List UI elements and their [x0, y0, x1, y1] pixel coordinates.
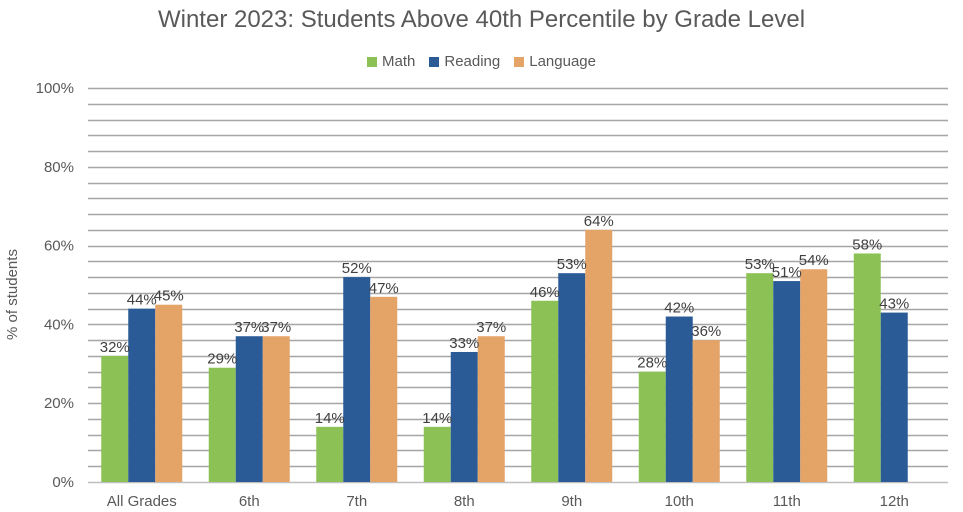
bar-language-0 — [155, 304, 183, 482]
data-label-math-5: 28% — [637, 355, 667, 372]
x-tick-label: 11th — [773, 493, 801, 510]
data-label-reading-6: 51% — [772, 264, 802, 281]
bar-reading-7 — [880, 312, 908, 482]
bar-reading-6 — [773, 281, 801, 482]
y-tick-label: 0% — [52, 474, 74, 491]
bars — [101, 229, 908, 482]
bar-reading-4 — [558, 273, 586, 482]
legend-item-language: Language — [514, 53, 596, 70]
data-label-language-3: 37% — [476, 319, 506, 336]
bar-math-4 — [531, 300, 559, 482]
bar-reading-3 — [450, 351, 478, 482]
bar-language-2 — [370, 296, 398, 482]
legend: Math Reading Language — [0, 53, 963, 70]
data-label-math-2: 14% — [315, 410, 345, 427]
data-label-language-2: 47% — [369, 280, 399, 297]
x-tick-label: 8th — [454, 493, 475, 510]
bar-reading-5 — [665, 316, 693, 482]
x-tick-label: 7th — [346, 493, 367, 510]
legend-label-language: Language — [529, 53, 596, 70]
data-label-language-4: 64% — [584, 213, 614, 230]
data-label-reading-1: 37% — [234, 319, 264, 336]
bar-language-1 — [262, 336, 290, 482]
bar-math-6 — [746, 273, 774, 482]
legend-swatch-reading — [429, 56, 440, 67]
y-tick-label: 20% — [44, 395, 74, 412]
data-label-reading-0: 44% — [127, 292, 157, 309]
y-tick-label: 60% — [44, 238, 74, 255]
data-label-reading-3: 33% — [449, 335, 479, 352]
legend-item-reading: Reading — [429, 53, 500, 70]
data-label-math-7: 58% — [852, 236, 882, 253]
data-label-math-3: 14% — [422, 410, 452, 427]
data-label-language-1: 37% — [261, 319, 291, 336]
data-label-reading-7: 43% — [879, 296, 909, 313]
data-labels: 32%44%45%All Grades29%37%37%6th14%52%47%… — [100, 213, 910, 510]
legend-label-math: Math — [382, 53, 416, 70]
x-tick-label: All Grades — [107, 493, 177, 510]
bar-math-7 — [853, 253, 881, 482]
data-label-math-0: 32% — [100, 339, 130, 356]
data-label-math-4: 46% — [530, 284, 560, 301]
data-label-language-5: 36% — [691, 323, 721, 340]
data-label-math-1: 29% — [207, 351, 237, 368]
bar-math-3 — [423, 426, 451, 482]
legend-item-math: Math — [367, 53, 415, 70]
data-label-reading-2: 52% — [342, 260, 372, 277]
data-label-reading-5: 42% — [664, 300, 694, 317]
x-tick-label: 9th — [561, 493, 582, 510]
bar-math-1 — [208, 367, 236, 482]
data-label-language-0: 45% — [154, 288, 184, 305]
bar-math-5 — [638, 371, 666, 482]
bar-math-2 — [316, 426, 344, 482]
data-label-language-6: 54% — [799, 252, 829, 269]
bar-language-5 — [692, 340, 720, 482]
data-label-math-6: 53% — [745, 256, 775, 273]
bar-reading-0 — [128, 308, 156, 482]
chart-title: Winter 2023: Students Above 40th Percent… — [157, 6, 806, 33]
bar-language-3 — [477, 336, 505, 482]
x-tick-label: 10th — [665, 493, 694, 510]
y-tick-label: 80% — [44, 159, 74, 176]
bar-reading-2 — [343, 277, 371, 482]
legend-swatch-math — [367, 56, 377, 67]
data-label-reading-4: 53% — [557, 256, 587, 273]
bar-math-0 — [101, 355, 129, 482]
y-tick-label: 100% — [36, 80, 74, 97]
x-tick-label: 6th — [239, 493, 260, 510]
y-axis-ticks: 0% 20% 40% 60% 80% 100% — [36, 80, 74, 491]
bar-reading-1 — [235, 336, 263, 482]
x-tick-label: 12th — [880, 493, 909, 510]
bar-language-6 — [800, 269, 828, 482]
bar-language-4 — [585, 229, 613, 482]
y-tick-label: 40% — [44, 316, 74, 333]
legend-label-reading: Reading — [444, 53, 501, 70]
legend-swatch-language — [514, 56, 525, 67]
